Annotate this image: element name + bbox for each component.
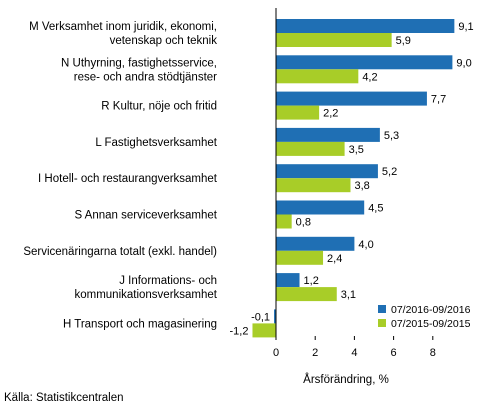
bar-2015 <box>276 141 345 156</box>
category-label: N Uthyrning, fastighetsservice, rese- och… <box>61 57 217 83</box>
bar-2016 <box>276 55 453 70</box>
data-label: 9,0 <box>456 57 471 69</box>
bar-2016 <box>276 127 380 142</box>
data-label: 4,5 <box>368 203 383 215</box>
bar-2016 <box>276 91 427 106</box>
legend-swatch <box>378 305 386 313</box>
x-tick-label: 8 <box>430 347 436 359</box>
category-label: H Transport och magasinering <box>63 318 217 330</box>
data-label: 7,7 <box>431 94 446 106</box>
source-note: Källa: Statistikcentralen <box>4 392 124 404</box>
bar-2016 <box>274 309 276 324</box>
data-label: 1,2 <box>304 275 319 287</box>
bar-2016 <box>276 19 455 33</box>
data-label: 2,4 <box>327 253 342 265</box>
data-label: -1,2 <box>230 325 249 337</box>
bar-2015 <box>276 214 292 229</box>
category-label: M Verksamhet inom juridik, ekonomi, veten… <box>29 21 217 47</box>
category-label: I Hotell- och restaurangverksamhet <box>38 173 218 185</box>
bar-2015 <box>252 323 276 338</box>
bar-2015 <box>276 33 392 47</box>
data-label: 5,9 <box>396 35 411 47</box>
bar-2016 <box>276 236 355 251</box>
data-label: 9,1 <box>458 21 473 33</box>
data-label: 3,5 <box>349 144 364 156</box>
bar-2015 <box>276 250 324 265</box>
bar-2016 <box>276 164 378 179</box>
data-label: 3,1 <box>341 289 356 301</box>
legend-label: 07/2016-09/2016 <box>391 304 471 316</box>
data-label: -0,1 <box>251 311 270 323</box>
category-label: S Annan serviceverksamhet <box>74 210 217 222</box>
x-tick-label: 0 <box>273 347 279 359</box>
data-label: 4,0 <box>358 239 373 251</box>
x-axis-title: Årsförändring, % <box>303 373 389 386</box>
category-label: R Kultur, nöje och fritid <box>101 101 217 113</box>
bar-2015 <box>276 105 320 120</box>
x-tick-label: 2 <box>312 347 318 359</box>
bar-2016 <box>276 200 365 215</box>
x-tick-label: 4 <box>351 347 357 359</box>
category-label: L Fastighetsverksamhet <box>95 137 217 149</box>
data-label: 3,8 <box>354 180 369 192</box>
data-label: 0,8 <box>296 217 311 229</box>
legend-label: 07/2015-09/2015 <box>391 318 471 330</box>
bar-2016 <box>276 273 300 288</box>
category-label: J Informations- och kommunikationsverksam… <box>74 275 217 301</box>
x-tick-label: 6 <box>391 347 397 359</box>
bar-2015 <box>276 69 359 84</box>
data-label: 4,2 <box>362 71 377 83</box>
category-label: Servicenäringarna totalt (exkl. handel) <box>23 246 217 258</box>
bar-2015 <box>276 287 337 302</box>
legend-swatch <box>378 319 386 327</box>
data-label: 2,2 <box>323 108 338 120</box>
bar-2015 <box>276 178 351 193</box>
data-label: 5,2 <box>382 166 397 178</box>
data-label: 5,3 <box>384 130 399 142</box>
